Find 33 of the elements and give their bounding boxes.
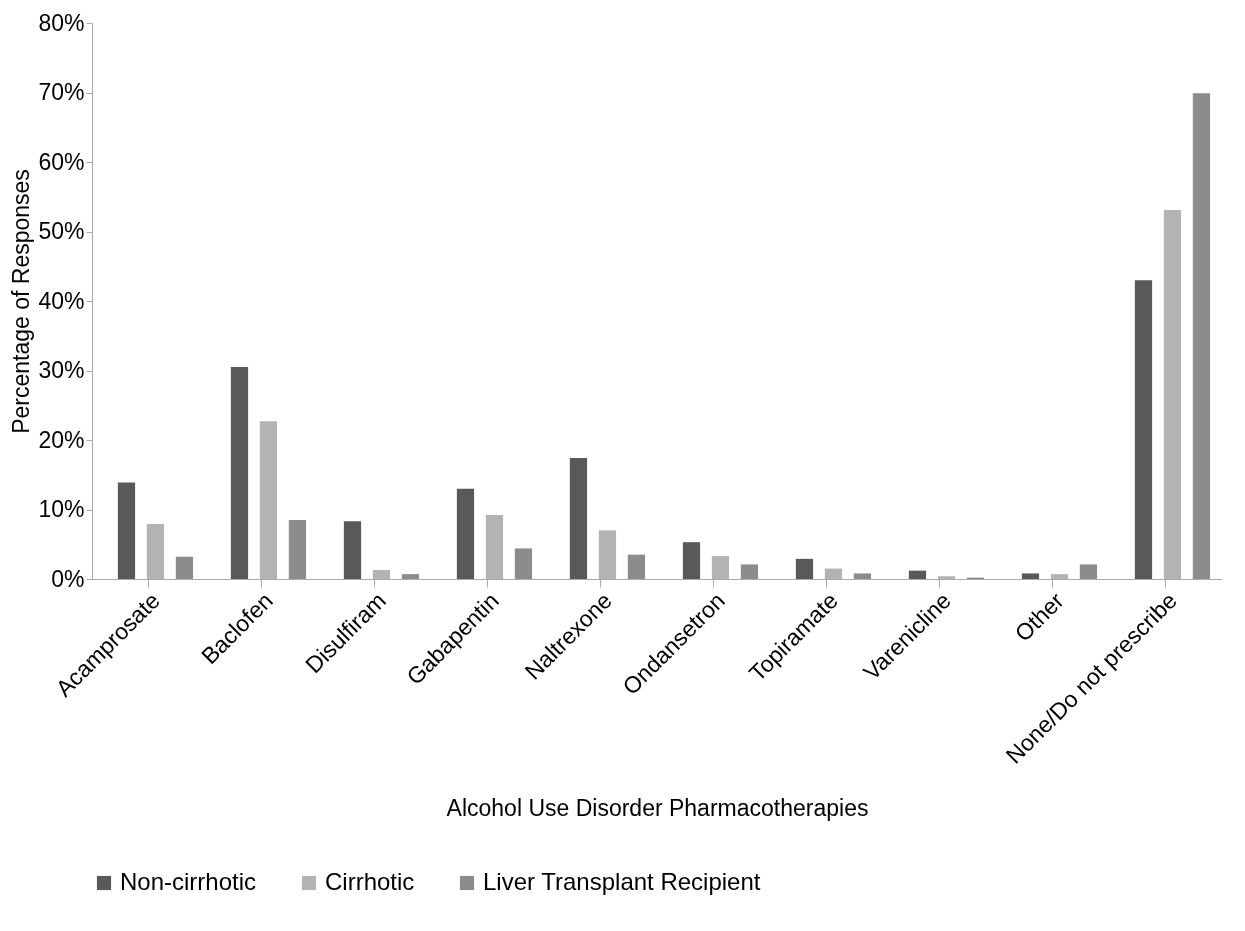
bar: [401, 574, 420, 579]
bar: [908, 570, 927, 579]
y-tick-label: 10%: [38, 496, 85, 522]
bar: [456, 488, 475, 579]
bar: [795, 558, 814, 579]
bar: [175, 556, 194, 579]
legend-label: Cirrhotic: [325, 868, 415, 895]
bar: [627, 554, 646, 579]
bar: [514, 548, 533, 579]
y-tick-label: 30%: [38, 357, 85, 383]
y-tick-label: 50%: [38, 218, 85, 244]
bar: [682, 542, 701, 579]
y-tick-label: 20%: [38, 426, 85, 453]
bar: [117, 482, 136, 579]
bar: [740, 564, 759, 579]
y-tick-label: 40%: [38, 287, 85, 314]
legend-label: Liver Transplant Recipient: [483, 868, 761, 895]
bar: [288, 519, 307, 579]
y-axis-title: Percentage of Responses: [8, 169, 35, 434]
bar: [1079, 564, 1098, 579]
bar: [1192, 93, 1211, 579]
bar: [343, 521, 362, 579]
bar: [853, 573, 872, 579]
y-tick-label: 80%: [38, 9, 85, 36]
bar: [1021, 573, 1040, 579]
y-tick-label: 0%: [51, 565, 85, 592]
legend-label: Non-cirrhotic: [120, 868, 257, 895]
bar: [1134, 280, 1153, 579]
y-tick-label: 70%: [38, 79, 85, 105]
bar: [230, 367, 249, 579]
x-axis-title: Alcohol Use Disorder Pharmacotherapies: [446, 795, 869, 822]
y-tick-label: 60%: [38, 148, 85, 175]
bar: [569, 458, 588, 579]
